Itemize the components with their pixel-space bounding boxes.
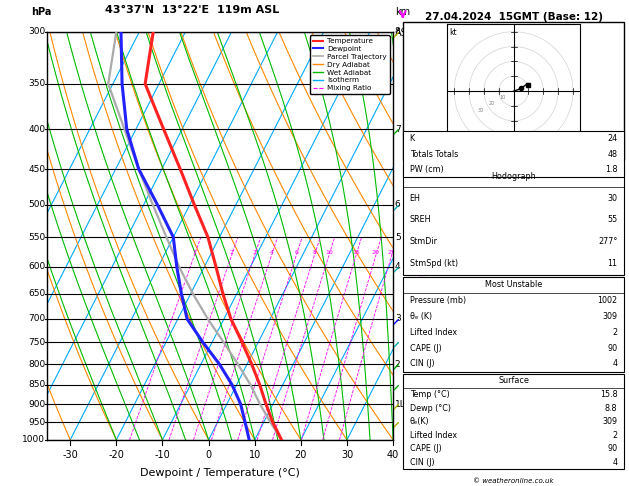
Text: Totals Totals: Totals Totals xyxy=(409,150,458,158)
Text: 950: 950 xyxy=(28,418,45,427)
Text: CAPE (J): CAPE (J) xyxy=(409,344,442,353)
Text: km: km xyxy=(395,7,410,17)
Text: 3: 3 xyxy=(395,314,401,323)
Text: 2: 2 xyxy=(395,360,401,369)
Text: 350: 350 xyxy=(28,79,45,88)
Text: 300: 300 xyxy=(28,27,45,36)
Text: 750: 750 xyxy=(28,338,45,347)
Text: 10: 10 xyxy=(325,250,333,255)
Text: 4: 4 xyxy=(613,458,618,467)
Bar xyxy=(403,165,625,275)
Text: 850: 850 xyxy=(28,380,45,389)
Text: 25: 25 xyxy=(387,250,396,255)
Text: 550: 550 xyxy=(28,233,45,242)
Text: Dewpoint / Temperature (°C): Dewpoint / Temperature (°C) xyxy=(140,469,300,478)
Text: 400: 400 xyxy=(28,124,45,134)
Text: 20: 20 xyxy=(372,250,380,255)
Text: CIN (J): CIN (J) xyxy=(409,458,434,467)
Text: 43°37'N  13°22'E  119m ASL: 43°37'N 13°22'E 119m ASL xyxy=(105,5,280,15)
Text: 40: 40 xyxy=(387,450,399,460)
Text: 1LCL: 1LCL xyxy=(395,399,417,409)
Text: θₑ (K): θₑ (K) xyxy=(409,312,432,321)
Text: 24: 24 xyxy=(608,134,618,143)
Text: 8: 8 xyxy=(395,27,401,36)
Text: 5: 5 xyxy=(395,233,401,242)
Text: 48: 48 xyxy=(608,150,618,158)
Text: K: K xyxy=(409,134,415,143)
Text: 1002: 1002 xyxy=(598,296,618,305)
Text: 6: 6 xyxy=(395,200,401,209)
Text: 450: 450 xyxy=(28,165,45,174)
Bar xyxy=(403,22,625,160)
Text: 277°: 277° xyxy=(598,237,618,246)
Text: 700: 700 xyxy=(28,314,45,323)
Text: 8: 8 xyxy=(313,250,316,255)
Text: 309: 309 xyxy=(603,312,618,321)
Text: 30: 30 xyxy=(341,450,353,460)
Text: 27.04.2024  15GMT (Base: 12): 27.04.2024 15GMT (Base: 12) xyxy=(425,12,603,22)
Text: StmSpd (kt): StmSpd (kt) xyxy=(409,259,458,268)
Text: 10: 10 xyxy=(248,450,261,460)
Text: ASL: ASL xyxy=(395,28,413,37)
Text: Dewp (°C): Dewp (°C) xyxy=(409,403,451,413)
Text: 15.8: 15.8 xyxy=(600,390,618,399)
Text: 3: 3 xyxy=(253,250,257,255)
Text: -30: -30 xyxy=(62,450,78,460)
Text: PW (cm): PW (cm) xyxy=(409,165,443,174)
Text: 2: 2 xyxy=(613,431,618,440)
Text: 4: 4 xyxy=(613,359,618,368)
Text: CIN (J): CIN (J) xyxy=(409,359,434,368)
Text: 500: 500 xyxy=(28,200,45,209)
Text: -20: -20 xyxy=(108,450,125,460)
Text: Temp (°C): Temp (°C) xyxy=(409,390,450,399)
Text: -10: -10 xyxy=(155,450,170,460)
Bar xyxy=(403,374,625,469)
Text: 8.8: 8.8 xyxy=(605,403,618,413)
Text: Lifted Index: Lifted Index xyxy=(409,328,457,337)
Text: Hodograph: Hodograph xyxy=(491,172,536,181)
Text: 600: 600 xyxy=(28,262,45,271)
Text: 90: 90 xyxy=(608,344,618,353)
Text: hPa: hPa xyxy=(31,7,52,17)
Text: Lifted Index: Lifted Index xyxy=(409,431,457,440)
Text: 0: 0 xyxy=(206,450,212,460)
Text: 1: 1 xyxy=(192,250,196,255)
Text: 2: 2 xyxy=(230,250,233,255)
Text: Surface: Surface xyxy=(498,377,529,385)
Text: 90: 90 xyxy=(608,444,618,453)
Text: CAPE (J): CAPE (J) xyxy=(409,444,442,453)
Text: 30: 30 xyxy=(608,193,618,203)
Text: 1000: 1000 xyxy=(23,435,45,444)
Text: 4: 4 xyxy=(270,250,274,255)
Text: 11: 11 xyxy=(608,259,618,268)
Text: 6: 6 xyxy=(294,250,298,255)
Text: Pressure (mb): Pressure (mb) xyxy=(409,296,466,305)
Text: 55: 55 xyxy=(607,215,618,225)
Text: 15: 15 xyxy=(352,250,360,255)
Text: 900: 900 xyxy=(28,399,45,409)
Legend: Temperature, Dewpoint, Parcel Trajectory, Dry Adiabat, Wet Adiabat, Isotherm, Mi: Temperature, Dewpoint, Parcel Trajectory… xyxy=(309,35,389,94)
Text: 7: 7 xyxy=(395,124,401,134)
Text: 650: 650 xyxy=(28,289,45,298)
Text: θₑ(K): θₑ(K) xyxy=(409,417,430,426)
Bar xyxy=(403,131,625,177)
Text: 20: 20 xyxy=(294,450,307,460)
Text: 2: 2 xyxy=(613,328,618,337)
Text: Most Unstable: Most Unstable xyxy=(485,280,542,290)
Text: Mixing Ratio (g/kg): Mixing Ratio (g/kg) xyxy=(419,196,428,276)
Text: 309: 309 xyxy=(603,417,618,426)
Bar xyxy=(403,277,625,372)
Text: EH: EH xyxy=(409,193,421,203)
Text: © weatheronline.co.uk: © weatheronline.co.uk xyxy=(474,478,554,484)
Text: SREH: SREH xyxy=(409,215,431,225)
Text: 4: 4 xyxy=(395,262,401,271)
Text: StmDir: StmDir xyxy=(409,237,438,246)
Text: 1.8: 1.8 xyxy=(605,165,618,174)
Text: 800: 800 xyxy=(28,360,45,369)
